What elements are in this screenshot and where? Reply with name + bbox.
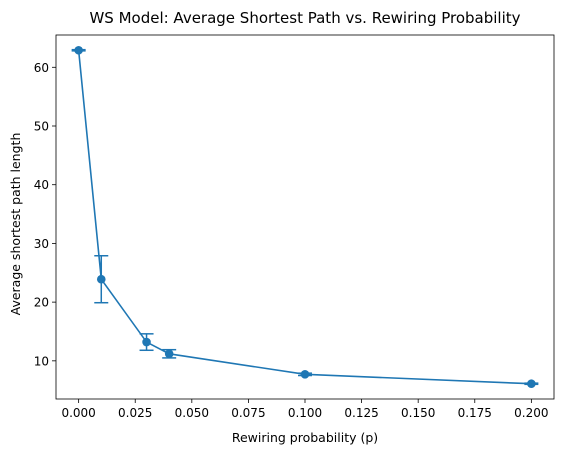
- data-point: [142, 337, 151, 347]
- y-tick-label: 50: [34, 120, 49, 134]
- chart-title: WS Model: Average Shortest Path vs. Rewi…: [89, 9, 520, 27]
- x-tick-label: 0.100: [288, 406, 322, 420]
- x-axis-label: Rewiring probability (p): [232, 430, 378, 445]
- data-point: [96, 274, 106, 284]
- plot-frame: [55, 34, 555, 400]
- y-tick-label: 40: [34, 178, 49, 192]
- y-axis: 10 20 30 40 50 60: [34, 61, 56, 368]
- y-tick-label: 30: [34, 237, 49, 251]
- data-point: [527, 379, 536, 389]
- series-layer: [71, 45, 539, 389]
- y-tick-label: 10: [34, 354, 49, 368]
- x-tick-label: 0.050: [175, 406, 209, 420]
- y-tick-label: 20: [34, 296, 49, 310]
- x-tick-label: 0.000: [61, 406, 95, 420]
- plot-area: [55, 34, 555, 400]
- data-point: [74, 45, 83, 55]
- data-point: [300, 370, 310, 379]
- x-tick-label: 0.025: [118, 406, 152, 420]
- x-axis: 0.000 0.025 0.050 0.075 0.100 0.125 0.150 0.175…: [61, 399, 549, 420]
- x-tick-label: 0.125: [344, 406, 378, 420]
- x-tick-label: 0.075: [231, 406, 265, 420]
- data-point: [164, 349, 174, 359]
- y-tick-label: 60: [34, 61, 49, 75]
- x-tick-label: 0.200: [514, 406, 548, 420]
- x-tick-label: 0.175: [458, 406, 492, 420]
- series-line: [77, 50, 532, 385]
- x-tick-label: 0.150: [401, 406, 435, 420]
- y-axis-label: Average shortest path length: [8, 133, 23, 316]
